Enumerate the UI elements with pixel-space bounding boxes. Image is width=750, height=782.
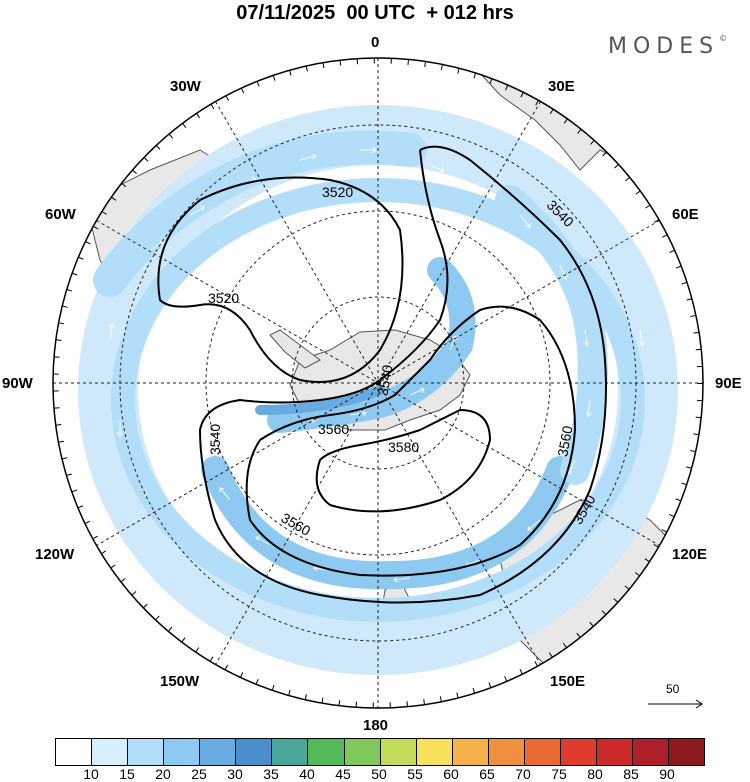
contour-3580	[315, 408, 492, 513]
colorbar-tick-label: 25	[191, 766, 207, 782]
contours	[157, 145, 607, 604]
colorbar-tick-label: 40	[299, 766, 315, 782]
colorbar-swatch	[560, 739, 597, 765]
lon-label-150w: 150W	[160, 673, 200, 690]
colorbar-swatch	[344, 739, 381, 765]
lon-label-150e: 150E	[550, 673, 586, 690]
jet-east-core	[495, 185, 608, 485]
lon-label-60w: 60W	[45, 206, 76, 223]
colorbar-swatch	[272, 739, 309, 765]
colorbar-swatch	[128, 739, 165, 765]
lon-label-30w: 30W	[170, 78, 201, 95]
polar-jet	[267, 257, 476, 433]
colorbar-swatch	[56, 739, 93, 765]
lon-label-90e: 90E	[715, 375, 742, 392]
contour-label-3560-c: 3560	[554, 424, 575, 458]
colorbar-tick-label: 85	[623, 766, 639, 782]
colorbar-tick-label: 90	[659, 766, 675, 782]
colorbar-swatch	[524, 739, 561, 765]
colorbar-swatch	[669, 739, 705, 765]
contour-3520-west	[157, 176, 404, 383]
brand-mark: ©	[719, 34, 728, 43]
colorbar-tick-label: 70	[515, 766, 531, 782]
lon-label-120w: 120W	[35, 546, 75, 563]
colorbar-tick-label: 55	[407, 766, 423, 782]
colorbar-swatch	[488, 739, 525, 765]
polar-jet-inner	[255, 385, 385, 415]
lon-label-120e: 120E	[672, 546, 708, 563]
map-boundary	[52, 57, 704, 709]
colorbar-swatch	[164, 739, 201, 765]
colorbar-swatch	[416, 739, 453, 765]
colorbar-tick-label: 60	[443, 766, 459, 782]
colorbar-tick-label: 65	[479, 766, 495, 782]
colorbar-tick-label: 20	[155, 766, 171, 782]
colorbar-tick-label: 50	[371, 766, 387, 782]
antarctic-peninsula	[269, 329, 321, 369]
contour-label-3540-b: 3540	[374, 363, 395, 397]
contour-label-3560-a: 3560	[318, 421, 349, 437]
colorbar-swatch	[452, 739, 489, 765]
colorbar-swatch	[236, 739, 273, 765]
lon-label-30e: 30E	[548, 78, 575, 95]
colorbar-tick-label: 10	[83, 766, 99, 782]
contour-label-3580: 3580	[388, 439, 419, 455]
contour-label-3520-a: 3520	[322, 184, 353, 200]
colorbar	[55, 738, 705, 766]
brand-logo: MODES©	[608, 34, 727, 59]
colorbar-swatch	[380, 739, 417, 765]
map-title: 07/11/2025 00 UTC + 012 hrs	[236, 2, 514, 24]
colorbar-tick-label: 45	[335, 766, 351, 782]
colorbar-labels: 10 15 20 25 30 35 40 45 50 55 60 65 70 75 80 85 90	[55, 766, 703, 782]
reference-vector-label: 50	[666, 682, 680, 696]
lon-label-0: 0	[371, 34, 380, 51]
lon-label-180: 180	[363, 717, 389, 734]
map-boundary-ticks	[53, 58, 703, 708]
contour-label-3520-b: 3520	[208, 290, 239, 306]
lon-label-60e: 60E	[672, 206, 699, 223]
colorbar-swatch	[633, 739, 670, 765]
colorbar-swatch	[92, 739, 129, 765]
colorbar-tick-label: 75	[551, 766, 567, 782]
colorbar-tick-label: 80	[587, 766, 603, 782]
contour-3560	[245, 305, 577, 577]
colorbar-tick-label: 30	[227, 766, 243, 782]
brand-name: MODES	[608, 34, 720, 59]
jet-west-core	[93, 130, 427, 297]
colorbar-tick-label: 35	[263, 766, 279, 782]
colorbar-swatch	[596, 739, 633, 765]
contour-3540-outer	[198, 145, 607, 604]
contour-label-3540-c: 3540	[207, 424, 223, 455]
colorbar-tick-label: 15	[119, 766, 135, 782]
colorbar-swatch	[200, 739, 237, 765]
reference-vector: 50	[640, 682, 710, 712]
colorbar-swatch	[308, 739, 345, 765]
pole-marker	[375, 380, 381, 386]
lon-label-90w: 90W	[2, 375, 33, 392]
